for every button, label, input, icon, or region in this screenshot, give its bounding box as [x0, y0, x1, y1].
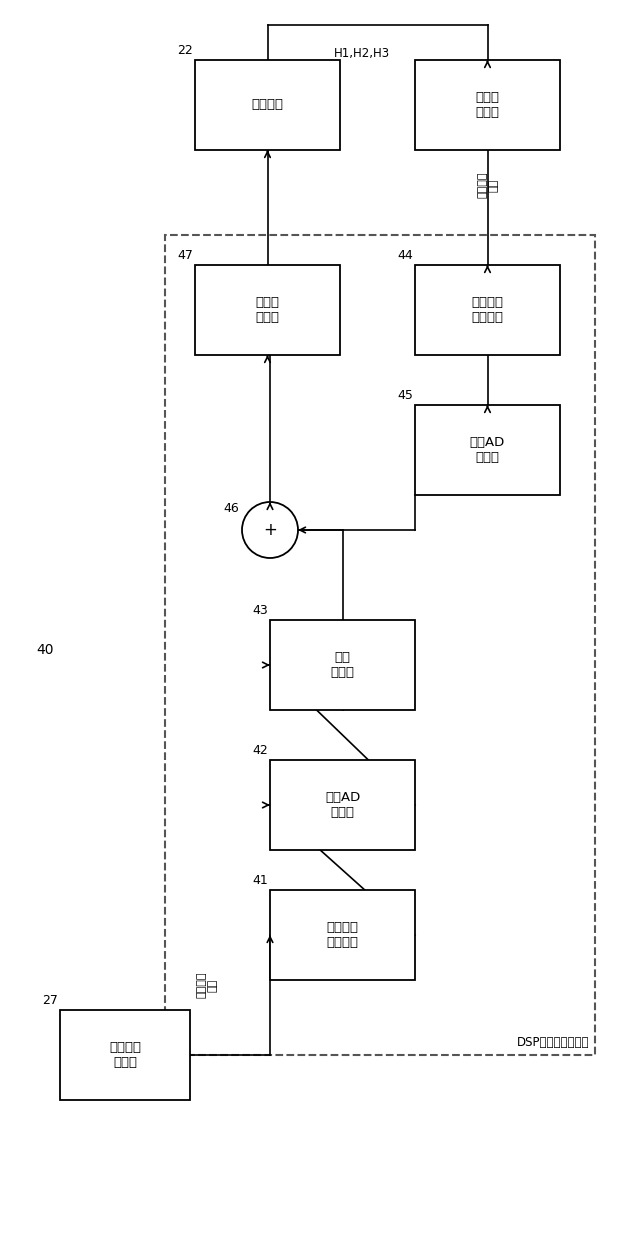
Text: 振れ検出
信号: 振れ検出 信号	[196, 972, 218, 998]
Text: 46: 46	[223, 502, 239, 515]
FancyBboxPatch shape	[415, 265, 560, 355]
Text: 撮像素子: 撮像素子	[252, 98, 284, 112]
FancyBboxPatch shape	[270, 890, 415, 980]
Text: 第２回路
アンフ゛: 第２回路 アンフ゛	[472, 296, 504, 324]
Text: 47: 47	[177, 249, 193, 262]
Text: 44: 44	[397, 249, 413, 262]
Text: DSP（駆動制御部）: DSP（駆動制御部）	[516, 1035, 589, 1049]
Text: +: +	[263, 521, 277, 539]
Text: H1,H2,H3: H1,H2,H3	[334, 47, 390, 60]
Text: 22: 22	[177, 43, 193, 57]
FancyBboxPatch shape	[60, 1011, 190, 1100]
Text: 41: 41	[252, 874, 268, 887]
FancyBboxPatch shape	[195, 265, 340, 355]
Text: 位置検出
信号: 位置検出 信号	[477, 172, 499, 198]
Text: ジャイロ
センサ: ジャイロ センサ	[109, 1042, 141, 1069]
FancyBboxPatch shape	[270, 620, 415, 711]
Text: 第１回路
アンフ゛: 第１回路 アンフ゛	[326, 921, 358, 949]
Text: 第１AD
変換器: 第１AD 変換器	[325, 791, 360, 818]
Text: 第２AD
変換器: 第２AD 変換器	[470, 436, 505, 464]
Text: コント
ローラ: コント ローラ	[255, 296, 280, 324]
Text: 42: 42	[252, 744, 268, 756]
FancyBboxPatch shape	[195, 60, 340, 150]
Text: 43: 43	[252, 604, 268, 618]
FancyBboxPatch shape	[270, 760, 415, 849]
Text: 積分
演算器: 積分 演算器	[330, 651, 355, 680]
FancyBboxPatch shape	[415, 60, 560, 150]
Text: 27: 27	[42, 994, 58, 1007]
Circle shape	[242, 502, 298, 558]
FancyBboxPatch shape	[415, 405, 560, 495]
Text: ホール
センサ: ホール センサ	[476, 91, 499, 119]
Text: 40: 40	[36, 644, 54, 657]
Text: 45: 45	[397, 389, 413, 402]
